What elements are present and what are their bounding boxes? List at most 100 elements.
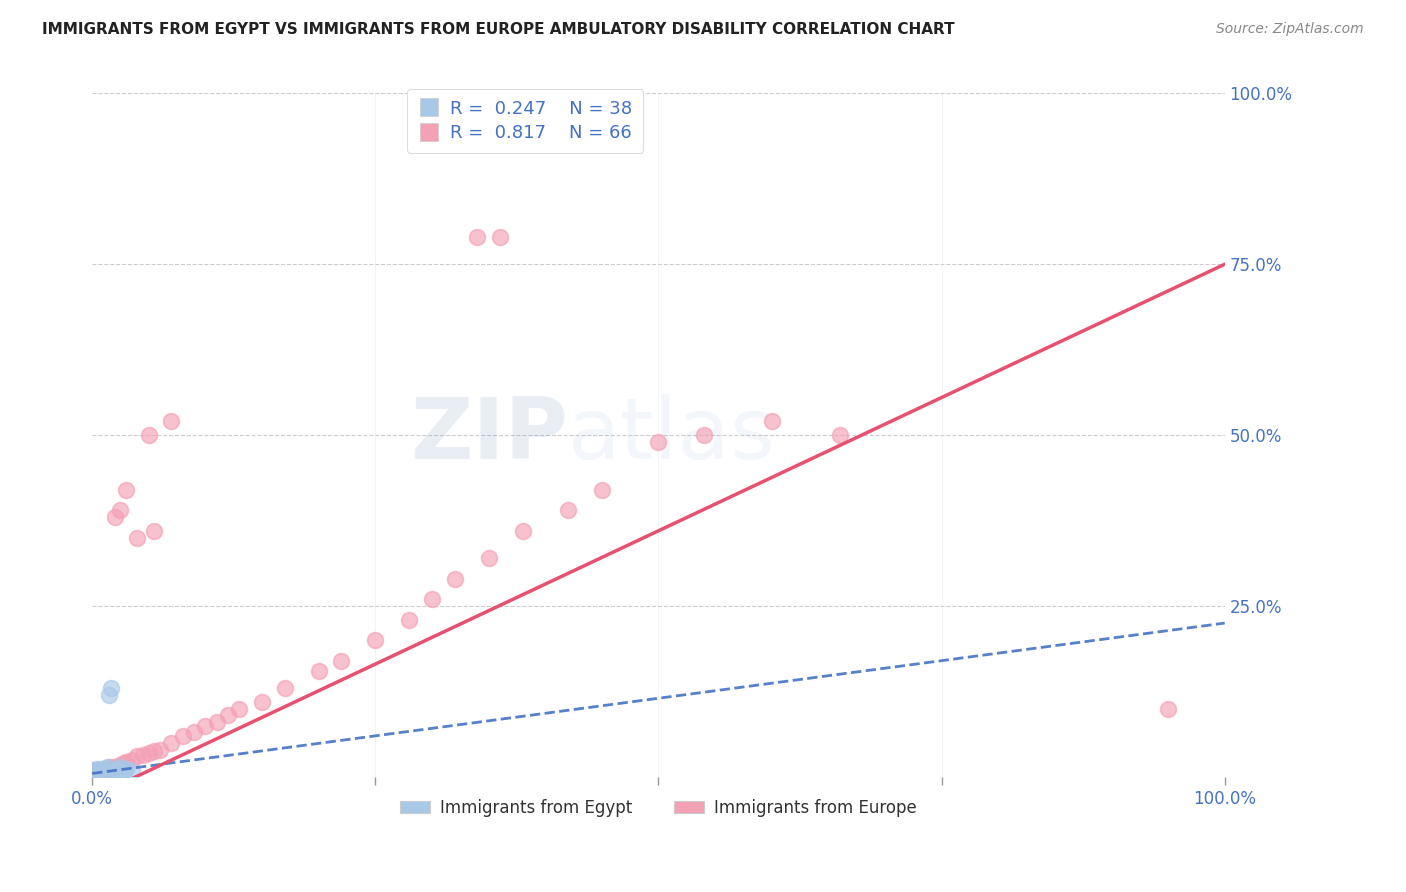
Text: Source: ZipAtlas.com: Source: ZipAtlas.com: [1216, 22, 1364, 37]
Point: [87, 767, 110, 781]
Point: [90, 764, 112, 779]
Point: [194, 718, 217, 732]
Point: [83, 764, 105, 779]
Point: [91, 763, 114, 777]
Point: [84, 763, 107, 777]
Point: [138, 746, 160, 760]
Point: [84, 768, 107, 782]
Point: [101, 762, 124, 776]
Point: [228, 701, 250, 715]
Point: [86, 766, 108, 780]
Point: [87, 765, 110, 780]
Point: [93, 764, 115, 779]
Point: [250, 695, 273, 709]
Point: [83, 767, 105, 781]
Point: [132, 747, 155, 762]
Point: [87, 766, 110, 780]
Text: atlas: atlas: [568, 393, 776, 476]
Point: [82, 765, 104, 780]
Point: [104, 759, 127, 773]
Text: ZIP: ZIP: [411, 393, 568, 476]
Point: [82, 764, 104, 779]
Point: [87, 763, 110, 777]
Point: [160, 736, 183, 750]
Point: [398, 613, 420, 627]
Point: [217, 708, 239, 723]
Point: [330, 654, 353, 668]
Point: [86, 766, 108, 780]
Point: [110, 503, 132, 517]
Point: [97, 762, 120, 776]
Point: [557, 503, 579, 517]
Point: [138, 428, 160, 442]
Point: [82, 768, 104, 782]
Point: [87, 765, 110, 780]
Point: [121, 764, 143, 779]
Point: [84, 766, 107, 780]
Point: [82, 763, 104, 777]
Point: [465, 230, 488, 244]
Point: [172, 729, 194, 743]
Point: [143, 744, 166, 758]
Point: [443, 572, 465, 586]
Point: [83, 767, 105, 781]
Point: [105, 759, 128, 773]
Point: [420, 592, 443, 607]
Point: [87, 764, 110, 779]
Point: [94, 763, 117, 777]
Point: [205, 715, 228, 730]
Point: [104, 510, 127, 524]
Point: [160, 414, 183, 428]
Point: [83, 764, 105, 779]
Point: [489, 230, 512, 244]
Point: [84, 768, 107, 782]
Point: [127, 531, 149, 545]
Point: [477, 551, 499, 566]
Point: [110, 759, 132, 773]
Point: [87, 767, 110, 781]
Point: [693, 428, 716, 442]
Point: [115, 483, 138, 497]
Point: [100, 681, 122, 695]
Point: [93, 764, 115, 779]
Point: [591, 483, 613, 497]
Point: [84, 765, 107, 780]
Point: [90, 762, 112, 776]
Point: [86, 768, 108, 782]
Point: [93, 762, 115, 776]
Point: [87, 766, 110, 780]
Point: [143, 524, 166, 538]
Point: [104, 763, 127, 777]
Point: [86, 762, 108, 776]
Point: [98, 759, 121, 773]
Point: [84, 765, 107, 780]
Point: [1157, 701, 1180, 715]
Point: [761, 414, 783, 428]
Point: [112, 756, 135, 771]
Point: [96, 759, 118, 773]
Point: [82, 766, 104, 780]
Point: [105, 762, 128, 776]
Point: [121, 753, 143, 767]
Point: [273, 681, 295, 695]
Point: [87, 765, 110, 780]
Point: [828, 428, 851, 442]
Point: [91, 763, 114, 777]
Point: [308, 664, 330, 678]
Point: [83, 765, 105, 780]
Point: [110, 757, 132, 772]
Point: [83, 763, 105, 777]
Point: [512, 524, 534, 538]
Point: [82, 768, 104, 782]
Point: [94, 763, 117, 777]
Point: [89, 763, 111, 777]
Point: [98, 688, 121, 702]
Point: [89, 764, 111, 779]
Point: [115, 762, 138, 776]
Point: [149, 742, 172, 756]
Point: [364, 633, 387, 648]
Text: IMMIGRANTS FROM EGYPT VS IMMIGRANTS FROM EUROPE AMBULATORY DISABILITY CORRELATIO: IMMIGRANTS FROM EGYPT VS IMMIGRANTS FROM…: [42, 22, 955, 37]
Legend: Immigrants from Egypt, Immigrants from Europe: Immigrants from Egypt, Immigrants from E…: [394, 792, 924, 823]
Point: [86, 764, 108, 779]
Point: [89, 765, 111, 780]
